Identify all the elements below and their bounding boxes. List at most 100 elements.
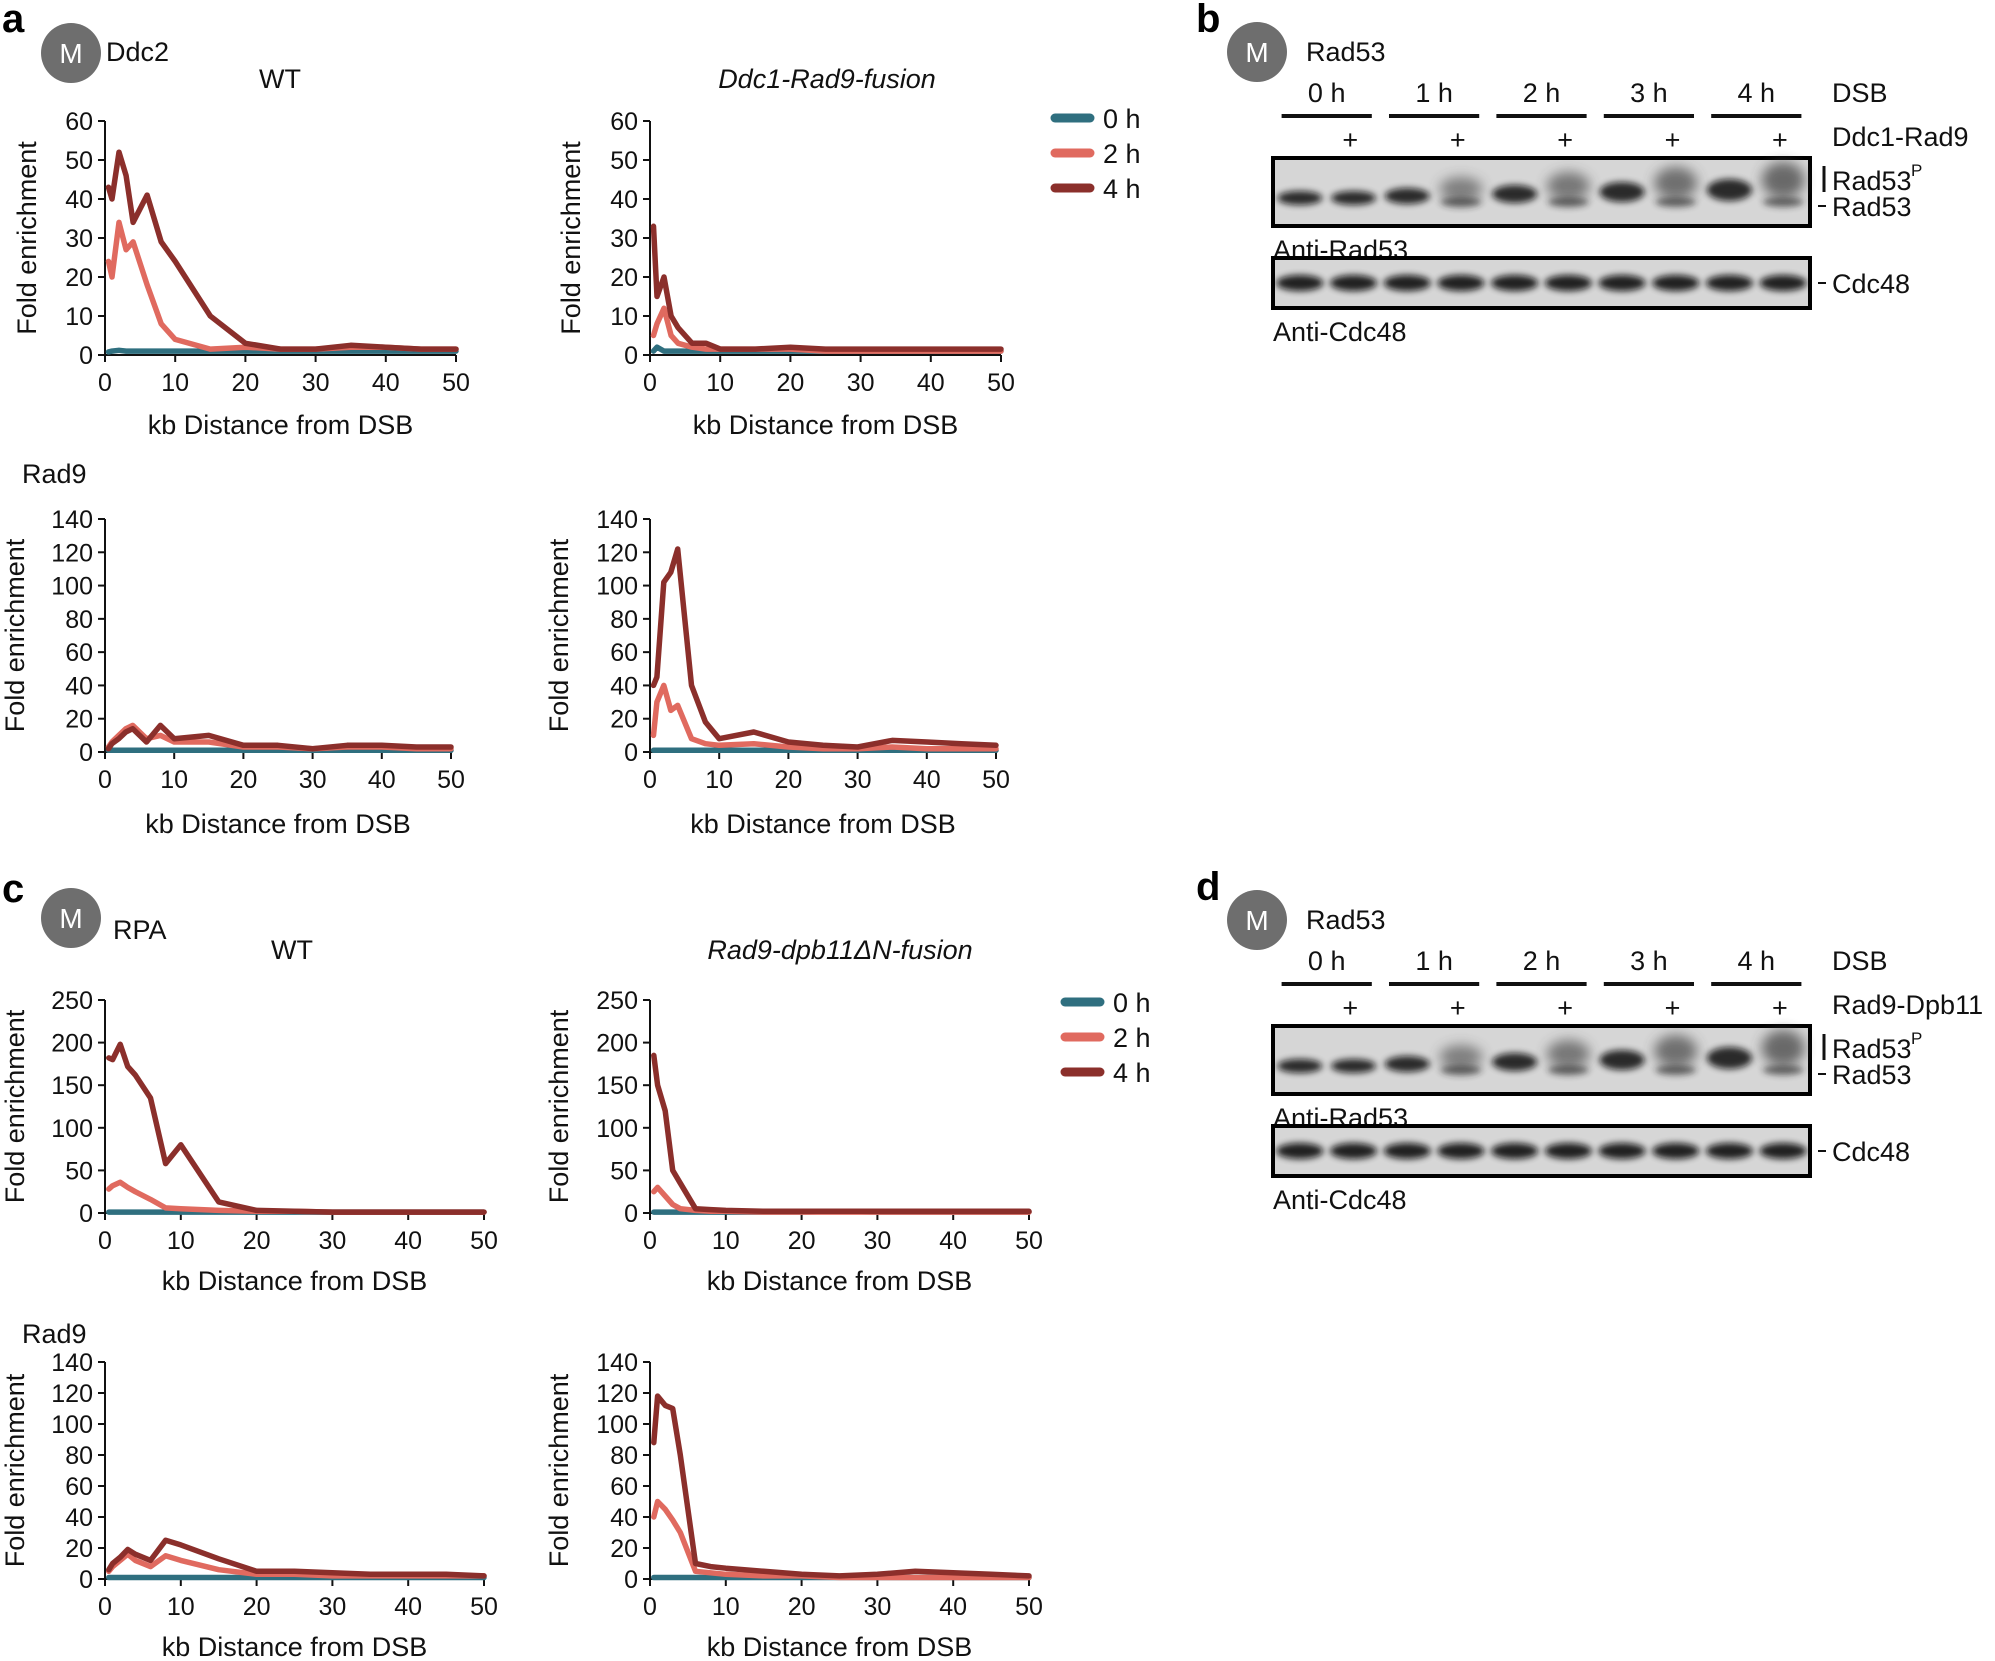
band-rad53 (1547, 197, 1589, 207)
series-line-2h (651, 1498, 1032, 1581)
x-tick-label: 30 (299, 766, 327, 794)
row-label-dsb: DSB (1832, 78, 1888, 108)
plus-sign: + (1342, 125, 1358, 155)
band-rad53 (1655, 1065, 1697, 1075)
series-line-4h (105, 722, 454, 752)
x-tick-label: 10 (705, 766, 733, 794)
y-tick-label: 120 (51, 539, 93, 567)
x-tick-label: 0 (643, 1593, 657, 1621)
band-rad53 (1547, 1065, 1589, 1075)
y-tick-label: 0 (624, 1566, 638, 1594)
band-rad53 (1492, 185, 1538, 203)
chart-title: WT (259, 64, 301, 94)
x-tick-label: 40 (913, 766, 941, 794)
x-tick-label: 10 (712, 1593, 740, 1621)
y-tick-label: 60 (610, 1473, 638, 1501)
y-tick-label: 20 (610, 264, 638, 292)
x-tick-label: 40 (917, 369, 945, 397)
y-tick-label: 200 (51, 1030, 93, 1058)
x-tick-label: 30 (302, 369, 330, 397)
y-tick-label: 120 (596, 1380, 638, 1408)
x-tick-label: 0 (98, 1227, 112, 1255)
y-tick-label: 60 (610, 108, 638, 136)
y-tick-label: 80 (610, 606, 638, 634)
y-tick-label: 0 (79, 1200, 93, 1228)
plus-sign: + (1557, 125, 1573, 155)
band-label-sup-p: P (1911, 1029, 1922, 1048)
badge-label: M (1245, 37, 1268, 68)
y-tick-label: 150 (596, 1072, 638, 1100)
band-label-rad53: Rad53 (1832, 192, 1912, 222)
band-rad53-phospho (1546, 1040, 1590, 1068)
y-tick-label: 100 (596, 1411, 638, 1439)
y-tick-label: 60 (65, 108, 93, 136)
y-tick-label: 50 (65, 147, 93, 175)
band-label-rad53p: Rad53 (1832, 166, 1912, 196)
x-tick-label: 20 (788, 1593, 816, 1621)
x-axis-label: kb Distance from DSB (162, 1266, 428, 1296)
band-cdc48 (1276, 1143, 1324, 1159)
blot-caption-anti-cdc48: Anti-Cdc48 (1273, 317, 1407, 347)
band-rad53 (1655, 197, 1697, 207)
band-cdc48 (1383, 1143, 1431, 1159)
y-axis-label: Fold enrichment (544, 1009, 574, 1203)
series-line-4h (106, 1041, 487, 1215)
y-axis-label: Fold enrichment (0, 1009, 30, 1203)
band-rad53-phospho (1654, 167, 1698, 199)
chart-title: WT (271, 935, 313, 965)
x-tick-label: 40 (939, 1593, 967, 1621)
x-tick-label: 50 (442, 369, 470, 397)
panel-letter-a: a (2, 0, 25, 41)
chart-rpa-fusion: Rad9-dpb11ΔN-fusion 0 50 100 150 200 250 0 10 20 3… (544, 935, 1043, 1296)
timepoint-label: 3 h (1630, 78, 1668, 108)
y-tick-label: 50 (610, 1157, 638, 1185)
legend-c: 0 h 2 h 4 h (1060, 988, 1151, 1088)
band-cdc48 (1598, 1143, 1646, 1159)
panel-letter-d: d (1196, 865, 1220, 909)
band-cdc48 (1544, 275, 1592, 291)
band-rad53 (1440, 1065, 1482, 1075)
western-blot-d: M Rad53 0 h +1 h +2 h +3 h +4 h + DSB Rad9-Dpb11 R… (1227, 890, 1983, 1215)
x-tick-label: 50 (1015, 1593, 1043, 1621)
x-tick-label: 30 (863, 1593, 891, 1621)
x-tick-label: 50 (437, 766, 465, 794)
band-cdc48 (1437, 1143, 1485, 1159)
protein-label-rpa: RPA (113, 915, 167, 945)
y-tick-label: 0 (79, 1566, 93, 1594)
legend-label-2h: 2 h (1113, 1023, 1151, 1053)
legend-label-0h: 0 h (1113, 988, 1151, 1018)
series-line-4h (650, 546, 999, 750)
plus-sign: + (1665, 125, 1681, 155)
y-axis-label: Fold enrichment (544, 1373, 574, 1567)
timepoint-label: 1 h (1415, 946, 1453, 976)
band-cdc48 (1491, 275, 1539, 291)
y-tick-label: 50 (65, 1157, 93, 1185)
y-tick-label: 30 (610, 225, 638, 253)
y-tick-label: 100 (596, 573, 638, 601)
series-line-0h (105, 347, 459, 355)
chart-ddc2-wt: WT 0 10 20 30 40 50 60 0 10 20 30 40 50 kb Distance fr… (12, 64, 470, 440)
band-rad53-phospho (1654, 1035, 1698, 1067)
plus-sign: + (1665, 993, 1681, 1023)
y-tick-label: 140 (596, 1349, 638, 1377)
y-tick-label: 100 (51, 573, 93, 601)
band-cdc48 (1383, 275, 1431, 291)
badge-label: M (59, 903, 82, 934)
x-tick-label: 20 (776, 369, 804, 397)
y-axis-label: Fold enrichment (556, 141, 586, 335)
legend-label-4h: 4 h (1103, 174, 1141, 204)
band-cdc48 (1759, 1143, 1807, 1159)
legend-label-4h: 4 h (1113, 1058, 1151, 1088)
band-cdc48 (1598, 275, 1646, 291)
series-line-4h (651, 1052, 1032, 1215)
timepoint-label: 2 h (1523, 946, 1561, 976)
y-tick-label: 140 (51, 506, 93, 534)
band-label-rad53: Rad53 (1832, 1060, 1912, 1090)
y-tick-label: 120 (51, 1380, 93, 1408)
y-tick-label: 10 (610, 303, 638, 331)
y-tick-label: 140 (51, 1349, 93, 1377)
series-line-2h (106, 1179, 487, 1215)
y-axis-label: Fold enrichment (0, 538, 30, 732)
x-tick-label: 50 (987, 369, 1015, 397)
